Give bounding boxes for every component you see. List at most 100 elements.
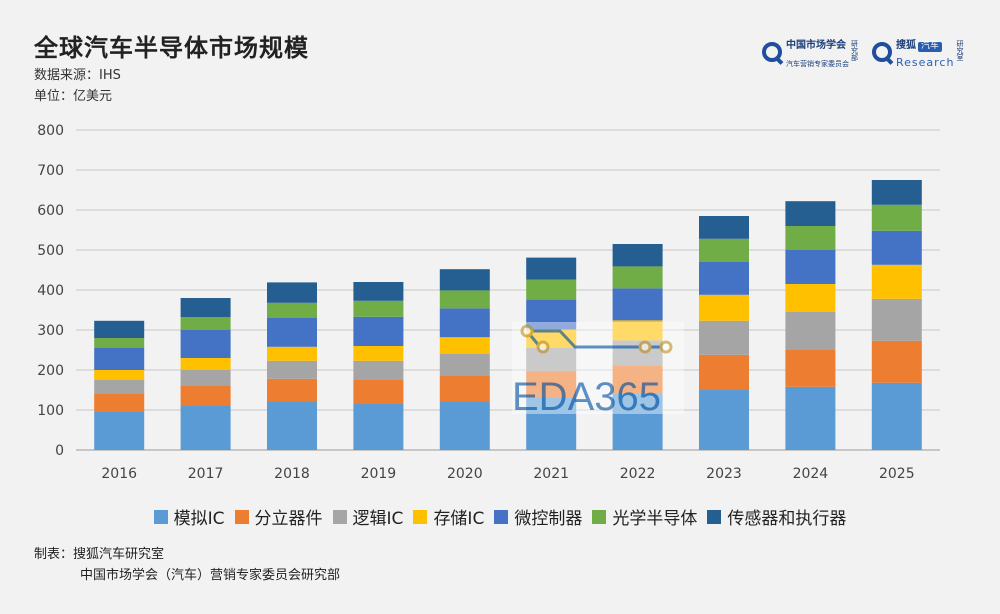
bar-segment (612, 394, 663, 450)
unit-label: 单位：亿美元 (34, 89, 113, 104)
watermark-text: EDA365 (512, 375, 661, 419)
legend-item: 分立器件 (234, 504, 323, 529)
bar-segment (439, 376, 490, 402)
legend-swatch (413, 509, 428, 524)
x-tick-label: 2021 (533, 466, 569, 482)
bar-segment (439, 402, 490, 450)
bar-segment (180, 317, 231, 330)
bar-segment (871, 340, 922, 383)
bar-segment (353, 316, 404, 346)
bar-segment (526, 398, 577, 450)
y-tick-label: 200 (37, 363, 64, 379)
circuit-node (520, 324, 534, 338)
legend-label: 逻辑IC (352, 509, 404, 529)
legend-swatch (494, 509, 509, 524)
x-tick-label: 2023 (706, 466, 742, 482)
bar-segment (267, 378, 317, 402)
legend-label: 分立器件 (254, 509, 323, 529)
bar-segment (526, 347, 577, 371)
x-tick-label: 2025 (879, 466, 915, 482)
chart-title: 全球汽车半导体市场规模 (34, 34, 309, 62)
y-tick-label: 0 (55, 443, 64, 459)
bar-segment (180, 298, 231, 318)
bar-segment (699, 294, 749, 321)
x-tick-label: 2016 (101, 466, 137, 482)
x-tick-label: 2017 (188, 466, 224, 482)
bar-segment (612, 365, 663, 394)
sohu-research-logo: 搜狐 汽车 Research 研究室 (872, 34, 964, 69)
bar-segment (94, 320, 145, 338)
y-tick-label: 600 (37, 203, 64, 219)
bar-segment (871, 230, 922, 265)
bar-segment (612, 320, 663, 341)
bar-segment (699, 216, 749, 239)
chart-legend: 模拟IC 分立器件 逻辑IC 存储IC 微控制器 光学半导体 传感器和执行器 (0, 504, 1000, 529)
bar-segment (180, 358, 231, 370)
bar-segment (526, 370, 577, 398)
logo-left-main: 中国市场学会 (786, 40, 846, 51)
legend-swatch (153, 509, 168, 524)
bar-segment (180, 370, 231, 386)
circuit-node (659, 340, 673, 354)
legend-label: 光学半导体 (612, 509, 698, 529)
x-tick-label: 2022 (620, 466, 656, 482)
bar-segment (785, 250, 836, 284)
footer: 制表：搜狐汽车研究室 中国市场学会（汽车）营销专家委员会研究部 (34, 544, 340, 586)
bar-segment (94, 394, 145, 412)
legend-swatch (332, 509, 347, 524)
logo-q-icon-2 (872, 41, 892, 62)
y-tick-label: 400 (37, 283, 64, 299)
y-tick-label: 500 (37, 243, 64, 259)
bar-segment (699, 238, 749, 262)
bar-segment (699, 262, 749, 295)
footer-line2: 中国市场学会（汽车）营销专家委员会研究部 (80, 568, 341, 583)
bar-segment (353, 404, 404, 450)
x-tick-labels: 2016 2017 2018 2019 2020 2021 2022 2023 2024 2025 (101, 466, 914, 482)
bar-segment (699, 320, 749, 355)
bar-segment (353, 346, 404, 361)
circuit-node (638, 340, 652, 354)
bar-segment (180, 386, 231, 406)
footer-line1: 搜狐汽车研究室 (73, 547, 165, 562)
bar-segment (267, 302, 317, 318)
circuit-trace (527, 329, 666, 349)
bar-segment (439, 290, 490, 309)
bar-segment (612, 340, 663, 366)
legend-label: 传感器和执行器 (727, 509, 847, 529)
market-society-logo: 中国市场学会 汽车营销专家委员会 研究部 (762, 34, 859, 69)
bar-segment (785, 284, 836, 312)
x-tick-label: 2024 (793, 466, 829, 482)
bar-segment (94, 380, 145, 394)
bar-segment (871, 382, 922, 450)
bar-segment (785, 201, 836, 226)
bar-segment (439, 337, 490, 354)
legend-swatch (707, 509, 722, 524)
watermark-backdrop (512, 322, 684, 414)
bar-segment (785, 350, 836, 387)
bar-segment (267, 318, 317, 347)
bar-segment (612, 266, 663, 289)
bar-segment (180, 406, 231, 450)
logo-right-tag: 汽车 (918, 41, 943, 52)
bar-segment (785, 312, 836, 350)
bar-segment (699, 390, 749, 450)
legend-label: 存储IC (433, 509, 485, 529)
bar-segment (353, 282, 404, 301)
bar-segment (94, 370, 145, 380)
y-tick-label: 300 (37, 323, 64, 339)
bar-segment (526, 279, 577, 300)
logo-left-tag: 研究部 (851, 40, 858, 63)
logo-right-main: 搜狐 (896, 40, 916, 51)
bar-segment (267, 402, 317, 450)
bar-segment (94, 412, 145, 450)
bar-segment (267, 346, 317, 361)
bar-segment (785, 386, 836, 450)
bar-segment (785, 226, 836, 250)
y-tick-label: 700 (37, 163, 64, 179)
logo-left-small: 汽车营销专家委员会 (786, 59, 849, 68)
bar-segment (353, 300, 404, 317)
bar-segment (439, 269, 490, 291)
y-tick-label: 800 (37, 123, 64, 139)
legend-item: 微控制器 (494, 504, 582, 529)
bar-segment (439, 308, 490, 338)
